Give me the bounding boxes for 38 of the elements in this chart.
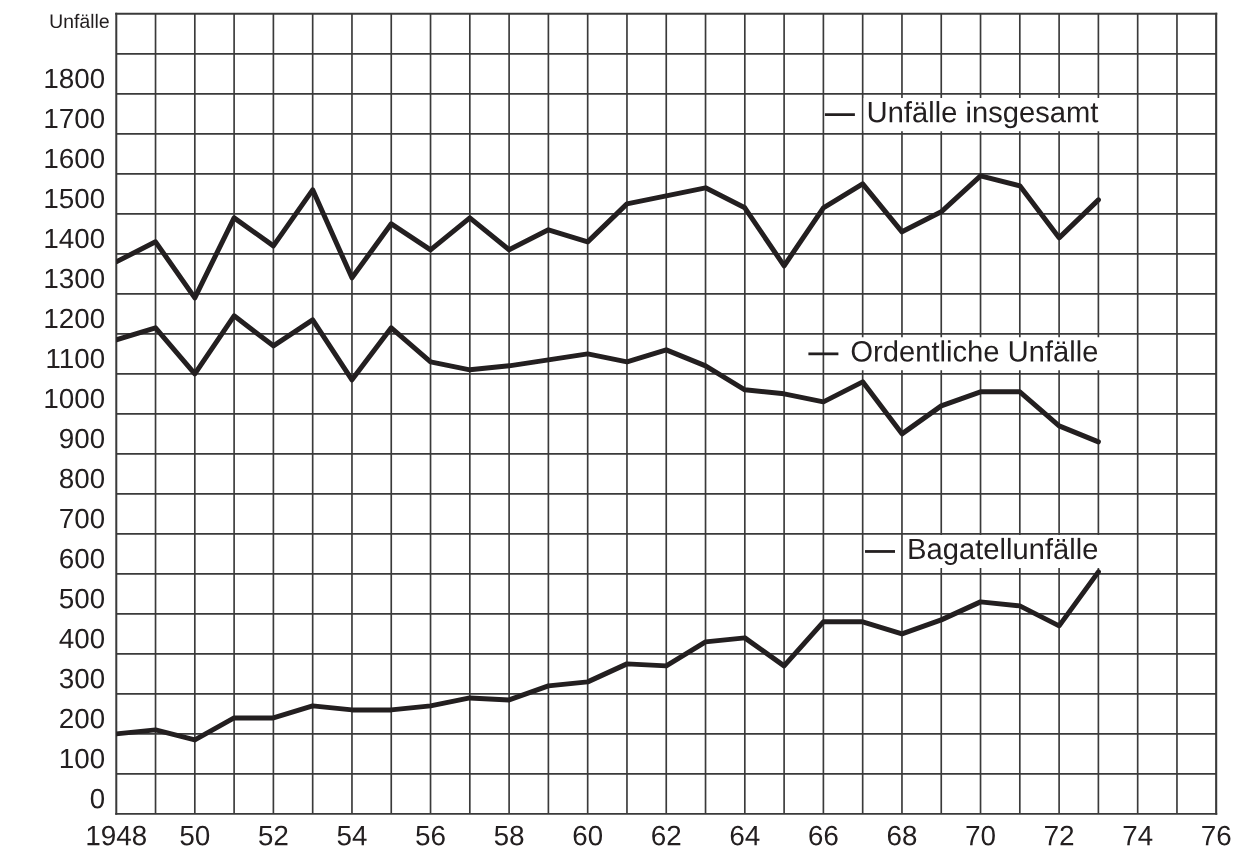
y-tick-label: 1500 — [45, 188, 105, 209]
x-tick-label: 66 — [809, 825, 838, 846]
x-tick-label: 72 — [1045, 825, 1074, 846]
y-tick-label: 500 — [59, 588, 105, 609]
x-tick-label: 56 — [416, 825, 445, 846]
x-tick-label: 60 — [573, 825, 603, 846]
x-tick-label: 74 — [1123, 826, 1153, 846]
legend-label: Bagatellunfälle — [909, 537, 1098, 566]
x-tick-label: 62 — [652, 825, 681, 846]
legend-label: Unfälle insgesamt — [868, 101, 1099, 129]
y-tick-label: 600 — [60, 548, 105, 569]
x-tick-label: 70 — [966, 825, 995, 846]
x-tick-label: 64 — [730, 825, 760, 846]
y-tick-label: 700 — [60, 508, 105, 529]
x-tick-label: 52 — [259, 825, 288, 846]
y-tick-label: 1700 — [45, 108, 105, 129]
y-tick-label: 300 — [59, 668, 105, 689]
y-tick-label: 200 — [60, 708, 105, 729]
y-tick-label: 800 — [60, 468, 105, 489]
y-tick-label: 100 — [60, 748, 105, 769]
y-tick-label: 1300 — [45, 268, 105, 289]
x-tick-label: 1948 — [87, 825, 146, 846]
x-tick-label: 58 — [494, 825, 524, 846]
x-tick-label: 54 — [337, 826, 367, 846]
y-tick-label: 1600 — [45, 148, 105, 169]
y-tick-label: 1800 — [45, 68, 105, 89]
y-tick-label: 400 — [59, 628, 105, 649]
y-tick-label: 0 — [90, 788, 105, 809]
y-tick-label: 1200 — [45, 308, 105, 329]
y-tick-label: 1100 — [47, 348, 105, 369]
legend-label: Ordentliche Unfälle — [851, 340, 1098, 362]
y-tick-label: 1000 — [45, 388, 105, 409]
x-tick-label: 50 — [180, 825, 210, 846]
x-tick-label: 68 — [887, 825, 917, 846]
y-tick-label: 1400 — [45, 228, 105, 249]
x-tick-label: 76 — [1202, 825, 1231, 846]
y-axis-title: Unfälle — [50, 13, 109, 29]
y-tick-label: 900 — [60, 428, 105, 449]
